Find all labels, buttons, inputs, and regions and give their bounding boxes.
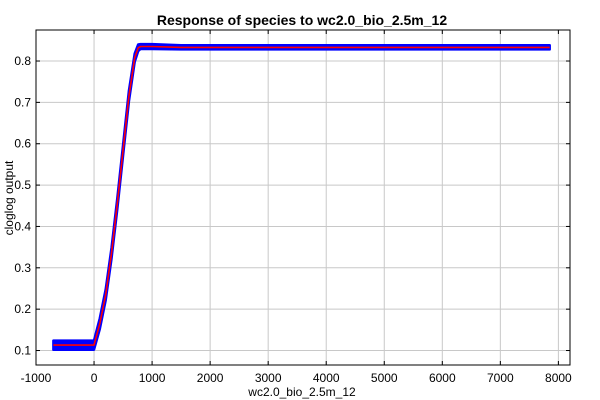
y-axis-ticks: 0.1 0.2 0.3 0.4 0.5 0.6 0.7 0.8 bbox=[14, 54, 570, 358]
mean-response-line bbox=[53, 45, 550, 346]
y-axis-label: cloglog output bbox=[2, 160, 16, 235]
mean-line bbox=[53, 45, 550, 346]
x-tick-label: 4000 bbox=[313, 371, 340, 385]
x-tick-label: 3000 bbox=[255, 371, 282, 385]
y-tick-label: 0.1 bbox=[14, 344, 31, 358]
x-tick-label: 2000 bbox=[197, 371, 224, 385]
plot-frame bbox=[35, 29, 571, 366]
x-axis-ticks: -1000 0 1000 2000 3000 4000 5000 6000 7000 8000 bbox=[21, 30, 572, 385]
y-tick-label: 0.6 bbox=[14, 137, 31, 151]
chart-title: Response of species to wc2.0_bio_2.5m_12 bbox=[157, 12, 447, 28]
y-tick-label: 0.8 bbox=[14, 54, 31, 68]
grid-lines bbox=[35, 30, 570, 365]
x-tick-label: 5000 bbox=[371, 371, 398, 385]
x-tick-label: 0 bbox=[91, 371, 98, 385]
x-tick-label: 8000 bbox=[545, 371, 572, 385]
y-tick-label: 0.5 bbox=[14, 178, 31, 192]
x-tick-label: 7000 bbox=[487, 371, 514, 385]
y-tick-label: 0.3 bbox=[14, 261, 31, 275]
x-tick-label: 6000 bbox=[429, 371, 456, 385]
y-tick-label: 0.4 bbox=[14, 219, 31, 233]
x-axis-label: wc2.0_bio_2.5m_12 bbox=[247, 385, 356, 399]
uncertainty-band bbox=[52, 42, 551, 351]
x-tick-label: -1000 bbox=[21, 371, 52, 385]
y-tick-label: 0.2 bbox=[14, 302, 31, 316]
y-tick-label: 0.7 bbox=[14, 95, 31, 109]
x-tick-label: 1000 bbox=[139, 371, 166, 385]
band-area bbox=[52, 42, 551, 351]
